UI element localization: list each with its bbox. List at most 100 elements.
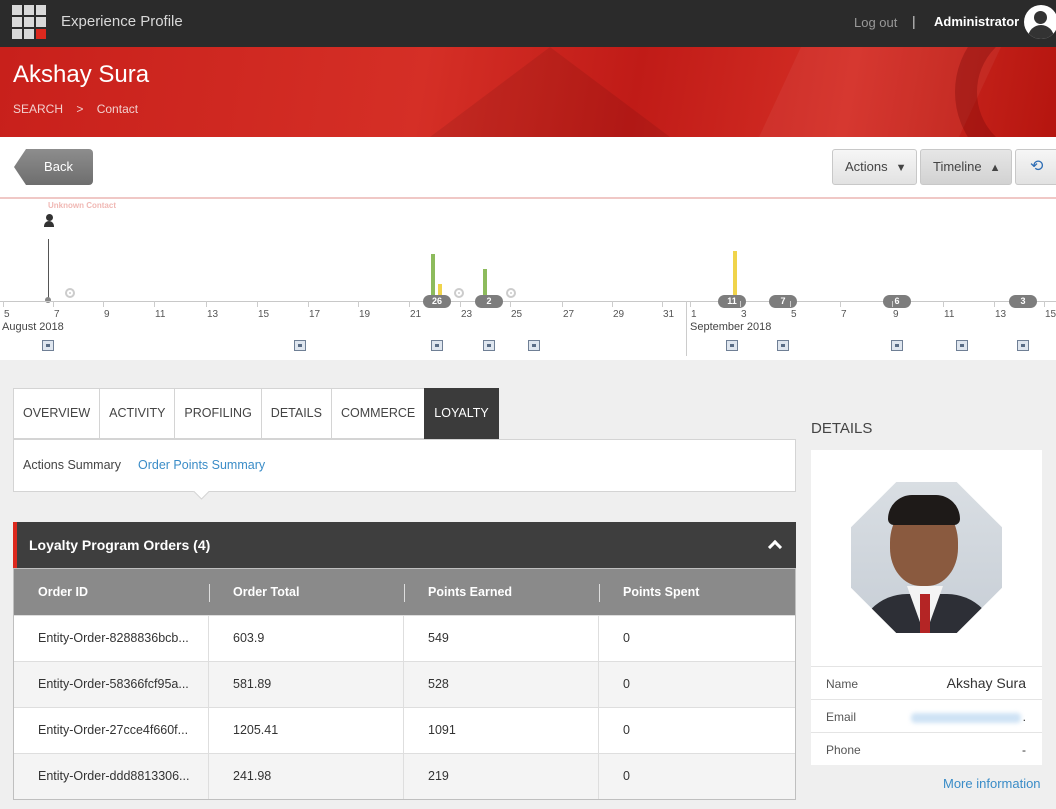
visit-calendar-icon[interactable] bbox=[777, 340, 789, 351]
phone-row: Phone - bbox=[811, 732, 1042, 765]
timeline-stem-dot bbox=[45, 297, 51, 303]
tab-activity[interactable]: ACTIVITY bbox=[99, 388, 175, 439]
tick-label: 27 bbox=[563, 309, 575, 320]
subnav-order-points-summary[interactable]: Order Points Summary bbox=[138, 458, 266, 472]
interaction-count-badge[interactable]: 7 bbox=[769, 295, 797, 308]
table-row[interactable]: Entity-Order-27cce4f660f... 1205.41 1091… bbox=[14, 707, 795, 753]
more-information-link[interactable]: More information bbox=[943, 776, 1041, 791]
visit-calendar-icon[interactable] bbox=[956, 340, 968, 351]
logout-link[interactable]: Log out bbox=[854, 15, 898, 30]
visit-calendar-icon[interactable] bbox=[42, 340, 54, 351]
visit-calendar-icon[interactable] bbox=[528, 340, 540, 351]
tick-mark bbox=[562, 301, 563, 307]
caret-down-icon: ▼ bbox=[895, 162, 907, 174]
goal-target-icon[interactable] bbox=[506, 288, 516, 298]
visit-calendar-icon[interactable] bbox=[891, 340, 903, 351]
column-header[interactable]: Points Earned bbox=[404, 569, 599, 615]
activity-bar[interactable] bbox=[438, 284, 442, 302]
column-header[interactable]: Order Total bbox=[209, 569, 404, 615]
activity-bar[interactable] bbox=[483, 269, 487, 302]
separator: | bbox=[912, 13, 916, 29]
activity-bar[interactable] bbox=[733, 251, 737, 302]
tab-details[interactable]: DETAILS bbox=[260, 388, 331, 439]
tab-commerce[interactable]: COMMERCE bbox=[330, 388, 425, 439]
contact-photo bbox=[851, 482, 1002, 633]
order-total-cell: 603.9 bbox=[209, 616, 404, 661]
visit-calendar-icon[interactable] bbox=[726, 340, 738, 351]
tick-label: 9 bbox=[893, 309, 899, 320]
table-header: Order ID Order Total Points Earned Point… bbox=[14, 569, 795, 615]
chevron-up-icon[interactable] bbox=[768, 538, 780, 550]
subnav-actions-summary[interactable]: Actions Summary bbox=[23, 458, 121, 472]
top-bar: Experience Profile Log out | Administrat… bbox=[0, 0, 1056, 47]
tab-overview[interactable]: OVERVIEW bbox=[13, 388, 100, 439]
tick-mark bbox=[409, 301, 410, 307]
goal-target-icon[interactable] bbox=[65, 288, 75, 298]
tick-label: 15 bbox=[1045, 309, 1056, 320]
tick-mark bbox=[790, 301, 791, 307]
tick-mark bbox=[206, 301, 207, 307]
tick-label: 31 bbox=[663, 309, 675, 320]
breadcrumb-search[interactable]: SEARCH bbox=[13, 102, 64, 116]
interaction-count-badge[interactable]: 2 bbox=[475, 295, 503, 308]
tick-mark bbox=[53, 301, 54, 307]
details-title: DETAILS bbox=[811, 420, 873, 437]
column-header[interactable]: Order ID bbox=[38, 585, 89, 599]
breadcrumb: SEARCH > Contact bbox=[13, 102, 148, 116]
visit-calendar-icon[interactable] bbox=[1017, 340, 1029, 351]
table-row[interactable]: Entity-Order-58366fcf95a... 581.89 528 0 bbox=[14, 661, 795, 707]
tab-profiling[interactable]: PROFILING bbox=[174, 388, 261, 439]
panel-title: Loyalty Program Orders (4) bbox=[29, 537, 211, 553]
app-grid-icon[interactable] bbox=[12, 5, 46, 39]
contact-tabs: OVERVIEW ACTIVITY PROFILING DETAILS COMM… bbox=[13, 388, 499, 439]
tick-mark bbox=[154, 301, 155, 307]
person-icon bbox=[44, 214, 54, 230]
email-row: Email . bbox=[811, 699, 1042, 732]
points-earned-cell: 528 bbox=[404, 662, 599, 707]
column-header[interactable]: Points Spent bbox=[599, 569, 794, 615]
app-title: Experience Profile bbox=[61, 13, 183, 30]
activity-bar[interactable] bbox=[431, 254, 435, 302]
tick-label: 23 bbox=[461, 309, 473, 320]
breadcrumb-separator: > bbox=[76, 102, 84, 116]
table-row[interactable]: Entity-Order-8288836bcb... 603.9 549 0 bbox=[14, 615, 795, 661]
visit-calendar-icon[interactable] bbox=[431, 340, 443, 351]
points-earned-cell: 1091 bbox=[404, 708, 599, 753]
interaction-count-badge[interactable]: 26 bbox=[423, 295, 451, 308]
tick-label: 21 bbox=[410, 309, 422, 320]
refresh-icon: ⟲ bbox=[1030, 158, 1044, 175]
email-value[interactable]: . bbox=[1022, 710, 1026, 724]
goal-target-icon[interactable] bbox=[454, 288, 464, 298]
tick-mark bbox=[510, 301, 511, 307]
tick-label: 19 bbox=[359, 309, 371, 320]
interaction-count-badge[interactable]: 11 bbox=[718, 295, 746, 308]
tick-mark bbox=[740, 301, 741, 307]
tick-mark bbox=[358, 301, 359, 307]
interaction-count-badge[interactable]: 6 bbox=[883, 295, 911, 308]
timeline: Unknown Contact August 2018 September 20… bbox=[0, 197, 1056, 360]
back-button[interactable]: Back bbox=[14, 149, 93, 185]
actions-button[interactable]: Actions ▼ bbox=[832, 149, 917, 185]
toolbar: Back Actions ▼ Timeline ▲ ⟲ bbox=[0, 137, 1056, 197]
email-redacted bbox=[911, 713, 1021, 723]
tick-mark bbox=[662, 301, 663, 307]
timeline-button[interactable]: Timeline ▲ bbox=[920, 149, 1012, 185]
contact-header: Akshay Sura SEARCH > Contact bbox=[0, 47, 1056, 137]
refresh-button[interactable]: ⟲ bbox=[1015, 149, 1056, 185]
tab-loyalty[interactable]: LOYALTY bbox=[424, 388, 499, 439]
loyalty-subnav: Actions Summary Order Points Summary bbox=[13, 439, 796, 492]
order-id-cell: Entity-Order-58366fcf95a... bbox=[14, 662, 209, 707]
phone-value: - bbox=[1022, 743, 1026, 757]
interaction-count-badge[interactable]: 3 bbox=[1009, 295, 1037, 308]
tick-mark bbox=[612, 301, 613, 307]
loyalty-orders-panel-header[interactable]: Loyalty Program Orders (4) bbox=[13, 522, 796, 568]
timeline-axis bbox=[0, 301, 1056, 302]
tick-label: 29 bbox=[613, 309, 625, 320]
visit-calendar-icon[interactable] bbox=[483, 340, 495, 351]
visit-calendar-icon[interactable] bbox=[294, 340, 306, 351]
month-label: August 2018 bbox=[2, 321, 64, 333]
user-avatar-icon[interactable] bbox=[1024, 5, 1056, 39]
table-row[interactable]: Entity-Order-ddd8813306... 241.98 219 0 bbox=[14, 753, 795, 799]
order-id-cell: Entity-Order-27cce4f660f... bbox=[14, 708, 209, 753]
tick-mark bbox=[690, 301, 691, 307]
